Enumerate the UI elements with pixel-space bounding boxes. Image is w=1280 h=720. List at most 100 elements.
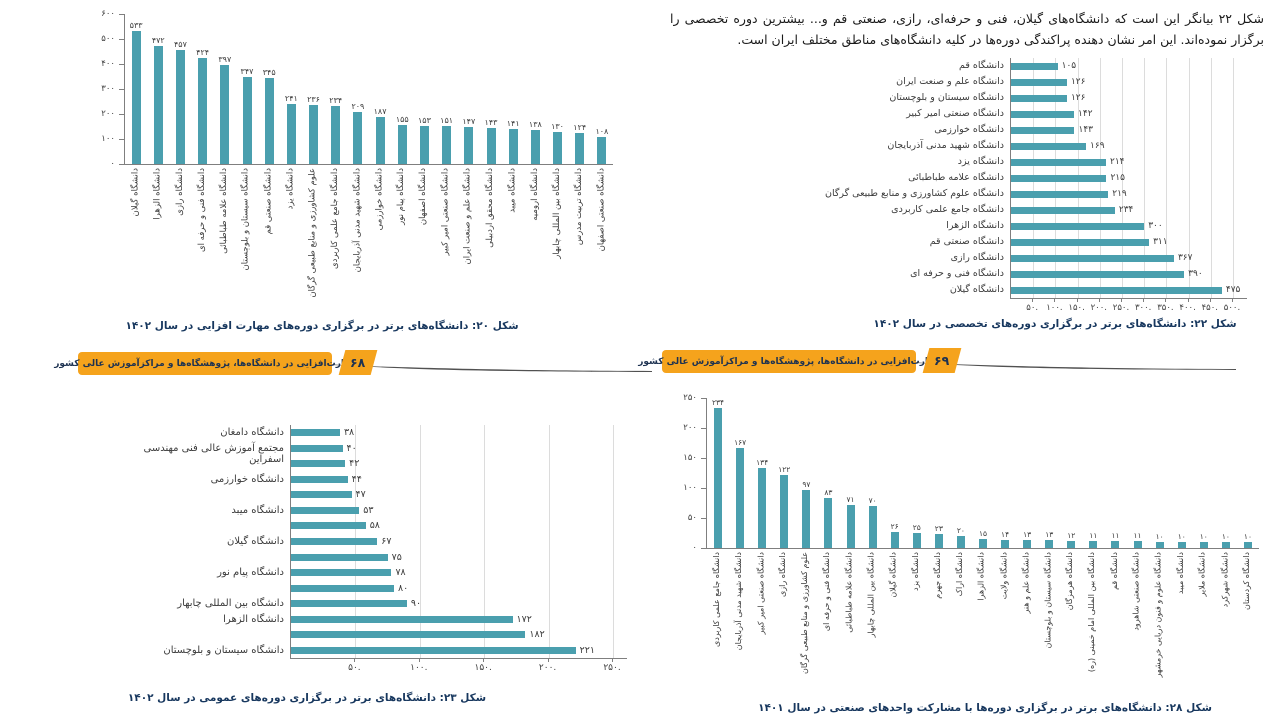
bar <box>291 475 348 483</box>
y-axis-tick-mark <box>701 398 706 399</box>
bar-value-label: ۳۹۰ <box>1188 268 1203 279</box>
category-label: دانشگاه جامع علمی کاربردی <box>712 552 722 648</box>
category-label: دانشگاه میبد <box>1175 552 1185 595</box>
bar <box>553 131 563 164</box>
category-label: دانشگاه بین المللی امام خمینی (ره) <box>1087 552 1097 673</box>
gridline <box>1144 58 1146 298</box>
x-axis-tick-mark <box>1076 298 1078 302</box>
bar-value-label: ۲۲۱ <box>579 644 595 656</box>
gridline <box>1233 58 1234 298</box>
category-label: دانشگاه علم و هنر <box>1021 552 1031 614</box>
y-axis-tick-mark <box>119 14 124 15</box>
category-label: دانشگاه الزهرا <box>152 168 163 220</box>
bar-value-label: ۱۵۱ <box>440 116 454 126</box>
category-label: دانشگاه قم <box>959 59 1004 71</box>
x-axis-tick-label: ۱۰۰. <box>1046 303 1063 313</box>
figure-20-skill-courses-chart: ۰ ۱۰۰ ۲۰۰ ۳۰۰ ۴۰۰ ۵۰۰ ۶۰۰ ۵۳۳ ۴۷۲ ۴۵۷ ۴۲۴ ۳۹۷ ۳۴۷ ۳۴۵… <box>72 6 647 354</box>
bar <box>291 646 576 654</box>
x-axis-tick-mark <box>1232 298 1233 302</box>
intro-paragraph: شکل ۲۲ بیانگر این است که دانشگاه‌های گیل… <box>670 8 1264 54</box>
bar <box>1045 540 1054 548</box>
category-label-area: دانشگاه جامع علمی کاربردی دانشگاه شهید مد… <box>706 552 1258 704</box>
bar-value-label: ۲۳۴ <box>712 397 725 407</box>
chart-canvas: ۱۰۵ ۱۲۶ ۱۲۶ ۱۴۲ ۱۴۳ ۱۶۹ ۲۱۴ ۲۱۵ ۲۱۹ ۲۳۴ ۳۰۰ ۳۱۱ ۳۶۷ ۳… <box>825 54 1270 350</box>
category-label: دانشگاه جامع علمی کاربردی <box>891 203 1004 215</box>
gridline <box>613 425 614 658</box>
gridline <box>1122 58 1123 298</box>
category-label: دانشگاه شهید مدنی آذربایجان <box>351 168 362 273</box>
bar-value-label: ۳۶۷ <box>1177 252 1193 263</box>
bar-value-label: ۹۰ <box>410 598 422 610</box>
gridline <box>484 425 486 658</box>
bar-value-label: ۴۷ <box>355 489 366 501</box>
bar <box>291 538 378 545</box>
gridline <box>1188 58 1190 298</box>
y-axis-tick-label: ۲۰۰ <box>683 423 697 433</box>
bar-value-label: ۴۴ <box>351 473 362 485</box>
category-label: دانشگاه بین المللی چابهار <box>177 598 284 610</box>
category-label: دانشگاه سیستان و بلوچستان <box>889 91 1004 103</box>
bar <box>375 117 385 164</box>
bar-value-label: ۵۳۳ <box>129 20 143 30</box>
bar-value-label: ۵۸ <box>369 520 380 532</box>
category-label: دانشگاه دامغان <box>220 427 284 439</box>
page-number-text: ۶۹ <box>934 353 950 368</box>
category-label: دانشگاه شهرکرد <box>1219 552 1229 608</box>
bar-value-label: ۱۲ <box>1067 530 1076 540</box>
bar <box>291 444 343 452</box>
bar <box>956 536 965 548</box>
bar <box>1011 78 1067 86</box>
category-label: دانشگاه صنعتی قم <box>263 168 274 235</box>
figure-caption: شکل ۲۰: دانشگاه‌های برتر در برگزاری دوره… <box>125 320 519 332</box>
figure-22-specialized-courses-chart: ۱۰۵ ۱۲۶ ۱۲۶ ۱۴۲ ۱۴۳ ۱۶۹ ۲۱۴ ۲۱۵ ۲۱۹ ۲۳۴ ۳۰۰ ۳۱۱ ۳۶۷ ۳… <box>825 54 1270 350</box>
bar <box>1199 542 1208 548</box>
category-label: دانشگاه پیام نور <box>217 567 284 579</box>
category-label: دانشگاه کردستان <box>1241 552 1251 610</box>
category-label: دانشگاه پیام نور <box>396 168 407 225</box>
x-axis-tick-label: ۳۰۰. <box>1134 303 1152 313</box>
bar <box>758 467 767 548</box>
bar <box>1133 541 1142 548</box>
bar-value-label: ۳۴۷ <box>240 67 254 77</box>
bar-value-label: ۱۲۶ <box>1070 92 1086 103</box>
bar-value-label: ۱۰۸ <box>595 127 609 136</box>
category-label: دانشگاه ملایر <box>1197 552 1207 597</box>
chart-canvas: ۰ ۱۰۰ ۲۰۰ ۳۰۰ ۴۰۰ ۵۰۰ ۶۰۰ ۵۳۳ ۴۷۲ ۴۵۷ ۴۲۴ ۳۹۷ ۳۴۷ ۳۴۵… <box>72 6 647 354</box>
bar-value-label: ۲۳۴ <box>1118 204 1134 215</box>
bar <box>397 125 407 164</box>
category-label: دانشگاه علوم و فنون دریایی خرمشهر <box>1153 552 1163 678</box>
bar <box>291 600 407 608</box>
bar <box>530 129 540 164</box>
bar-value-label: ۴۲۴ <box>196 48 210 57</box>
bar-value-label: ۱۵۳ <box>418 115 431 125</box>
category-label: دانشگاه فنی و حرفه ای <box>910 267 1004 279</box>
x-axis-tick-mark <box>1032 298 1034 302</box>
bar <box>464 127 474 164</box>
y-axis-tick-mark <box>119 39 124 40</box>
bar-value-label: ۱۴۲ <box>1078 108 1093 119</box>
bar-value-label: ۷۱ <box>846 495 855 505</box>
gridline <box>1210 58 1212 298</box>
figure-caption: شکل ۲۲: دانشگاه‌های برتر در برگزاری دوره… <box>873 318 1237 330</box>
bar-value-label: ۱۰ <box>1221 532 1230 541</box>
category-label: دانشگاه علامه طباطبائی <box>844 552 854 633</box>
bar <box>291 429 340 437</box>
x-axis-tick-label: ۳۵۰. <box>1157 303 1174 313</box>
category-label: دانشگاه خوارزمی <box>374 168 385 231</box>
bar <box>1155 542 1164 548</box>
figure-caption: شکل ۲۸: دانشگاه‌های برتر در برگزاری دوره… <box>758 702 1212 714</box>
bar-value-label: ۳۸ <box>343 427 355 439</box>
y-axis-tick-mark <box>119 89 124 90</box>
y-axis-tick-label: ۵۰ <box>687 513 697 523</box>
bar-value-label: ۱۰۵ <box>1061 60 1077 71</box>
page-header-banner-left: مهارت‌افزایی در دانشگاه‌ها، پژوهشگاه‌ها … <box>54 349 656 383</box>
bar-value-label: ۳۹۷ <box>218 54 232 64</box>
bar-value-label: ۱۶۹ <box>1090 140 1105 151</box>
bar-value-label: ۸۳ <box>824 488 833 498</box>
y-axis-tick-label: ۱۵۰ <box>683 453 697 463</box>
bar-value-label: ۱۵۵ <box>395 115 409 125</box>
bar-value-label: ۴۵۷ <box>174 39 187 49</box>
category-label: دانشگاه قم <box>1109 552 1119 590</box>
category-label: دانشگاه بین المللی چابهار <box>551 168 562 259</box>
bar <box>442 126 452 164</box>
